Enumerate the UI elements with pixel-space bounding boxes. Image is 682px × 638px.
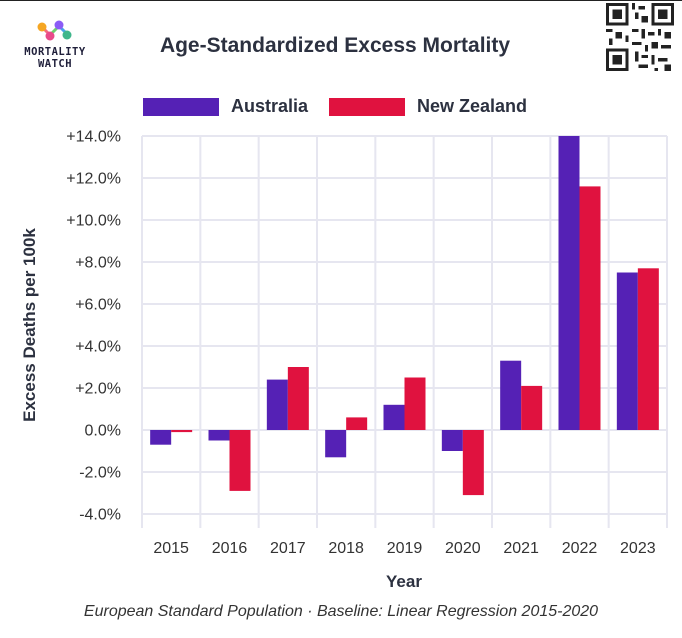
y-tick-label: +4.0% [75, 339, 121, 356]
legend-item-new-zealand[interactable]: New Zealand [329, 96, 527, 117]
qr-code-icon [606, 3, 674, 71]
x-tick-label: 2017 [270, 540, 306, 557]
x-tick-label: 2021 [503, 540, 539, 557]
x-tick-label: 2022 [562, 540, 598, 557]
bar-australia-2021 [500, 360, 522, 430]
bar-australia-2017 [266, 379, 288, 430]
bar-new-zealand-2015 [171, 430, 193, 433]
bar-australia-2020 [441, 430, 463, 451]
y-tick-label: -4.0% [79, 507, 121, 524]
bar-australia-2016 [208, 430, 230, 441]
bar-australia-2015 [150, 430, 172, 445]
legend-label-new-zealand: New Zealand [417, 96, 528, 116]
bar-new-zealand-2016 [229, 430, 251, 491]
legend-label-australia: Australia [231, 96, 309, 116]
bar-australia-2018 [325, 430, 347, 458]
chart-title: Age-Standardized Excess Mortality [159, 34, 511, 57]
mortality-watch-logo: MORTALITY WATCH [14, 16, 96, 74]
logo-molecule-icon [37, 20, 72, 41]
x-tick-label: 2018 [328, 540, 364, 557]
legend-item-australia[interactable]: Australia [143, 96, 308, 117]
y-axis-label: Excess Deaths per 100k [20, 228, 39, 422]
legend-swatch-new-zealand [329, 97, 405, 116]
bar-new-zealand-2018 [346, 417, 368, 430]
bar-new-zealand-2023 [637, 268, 659, 430]
chart-footnote: European Standard Population · Baseline:… [83, 603, 599, 620]
chart-legend: Australia New Zealand [0, 96, 682, 118]
y-tick-label: +10.0% [66, 213, 121, 230]
x-axis-label: Year [386, 572, 422, 591]
y-tick-label: +6.0% [75, 297, 121, 314]
y-tick-label: -2.0% [79, 465, 121, 482]
bar-new-zealand-2017 [287, 367, 309, 430]
logo-line-1: MORTALITY [24, 46, 86, 58]
y-tick-label: +2.0% [75, 381, 121, 398]
bar-australia-2019 [383, 404, 405, 430]
y-tick-label: +8.0% [75, 255, 121, 272]
bar-new-zealand-2020 [462, 430, 484, 496]
logo-text: MORTALITY WATCH [14, 46, 96, 70]
bar-new-zealand-2021 [521, 385, 543, 430]
y-tick-label: 0.0% [85, 423, 121, 440]
bar-australia-2022 [558, 136, 580, 430]
y-tick-label: +14.0% [66, 129, 121, 146]
bar-australia-2023 [616, 272, 638, 430]
y-tick-label: +12.0% [66, 171, 121, 188]
x-tick-label: 2019 [387, 540, 423, 557]
bar-new-zealand-2019 [404, 377, 426, 430]
logo-line-2: WATCH [37, 58, 73, 70]
x-tick-label: 2016 [212, 540, 248, 557]
x-tick-label: 2015 [153, 540, 189, 557]
x-tick-label: 2020 [445, 540, 481, 557]
bar-new-zealand-2022 [579, 186, 601, 430]
legend-swatch-australia [143, 97, 219, 116]
x-tick-label: 2023 [620, 540, 656, 557]
